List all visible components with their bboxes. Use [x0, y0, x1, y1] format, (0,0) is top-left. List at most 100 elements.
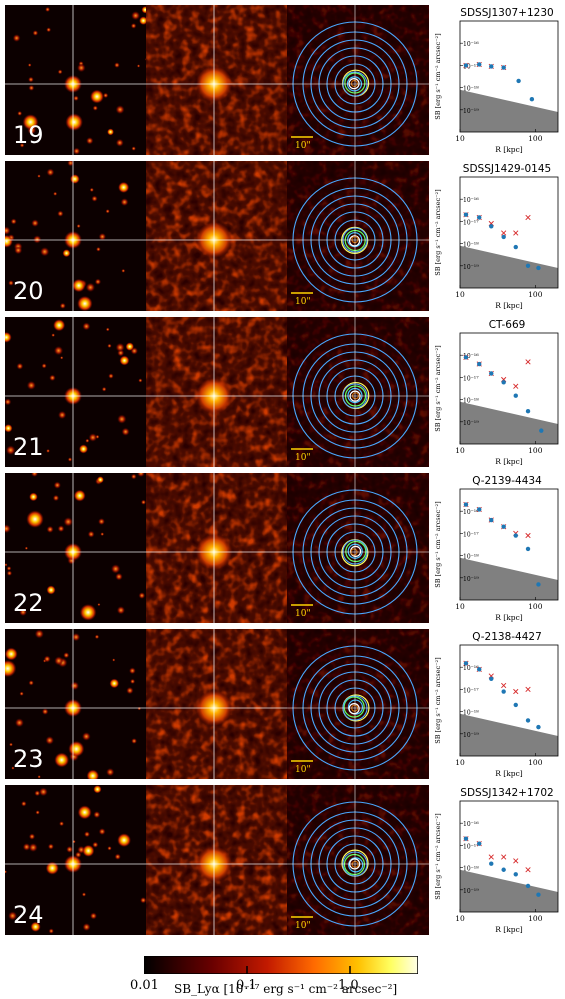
figure-row: 22 10" Q-2139-4434 10⁻¹⁶ 10⁻¹⁷ 10⁻¹⁸ 10⁻¹⁹ 10 10…	[0, 473, 565, 623]
sb-point-circle	[489, 64, 494, 69]
lya-map	[146, 161, 288, 311]
sb-point-circle	[536, 724, 541, 730]
sb-point-cross	[525, 532, 531, 539]
figure-row: 20 10" SDSSJ1429-0145 10⁻¹⁶ 10⁻¹⁷ 10⁻¹⁸ 10⁻¹⁹ 1…	[0, 161, 565, 311]
sb-profile-title: SDSSJ1307+1230	[460, 7, 553, 19]
sb-xlabel: R [kpc]	[495, 613, 523, 622]
sb-ylabel: SB [erg s⁻¹ cm⁻² arcsec⁻²]	[434, 33, 442, 119]
sb-ytick: 10⁻¹⁶	[463, 665, 479, 672]
sb-ytick: 10⁻¹⁹	[463, 108, 479, 115]
sb-ytick: 10⁻¹⁹	[463, 576, 479, 583]
colorbar-tick-0: 0.01	[130, 978, 159, 993]
sb-profile-canvas: SDSSJ1307+1230 10⁻¹⁶ 10⁻¹⁷ 10⁻¹⁸ 10⁻¹⁹ 10 100 R…	[434, 7, 559, 154]
sb-ytick: 10⁻¹⁷	[463, 687, 479, 694]
sb-point-circle	[513, 393, 518, 398]
sb-ytick: 10⁻¹⁷	[463, 63, 479, 70]
sb-ylabel: SB [erg s⁻¹ cm⁻² arcsec⁻²]	[434, 657, 442, 743]
annuli-map: 10"	[287, 317, 429, 467]
scale-bar-label: 10"	[295, 453, 311, 463]
lya-map	[146, 317, 288, 467]
sb-xlabel: R [kpc]	[495, 145, 523, 154]
scale-bar-label: 10"	[295, 141, 311, 151]
sb-point-circle	[513, 533, 518, 538]
sb-ytick: 10⁻¹⁷	[463, 219, 479, 226]
sb-ytick: 10⁻¹⁸	[463, 866, 479, 873]
sb-xtick: 100	[528, 134, 543, 143]
sb-xlabel: R [kpc]	[495, 457, 523, 466]
sb-profile-canvas: SDSSJ1342+1702 10⁻¹⁶ 10⁻¹⁷ 10⁻¹⁸ 10⁻¹⁹ 10 100 R…	[434, 787, 559, 934]
sb-ytick: 10⁻¹⁹	[463, 888, 479, 895]
noise-region	[460, 557, 558, 600]
sb-point-circle	[477, 361, 482, 367]
sb-profile-canvas: SDSSJ1429-0145 10⁻¹⁶ 10⁻¹⁷ 10⁻¹⁸ 10⁻¹⁹ 10 100 R…	[434, 163, 559, 310]
broadband-image-canvas	[5, 785, 147, 935]
sb-profile-title: Q-2138-4427	[472, 631, 542, 643]
sb-ytick: 10⁻¹⁶	[463, 353, 479, 360]
sb-ytick: 10⁻¹⁸	[463, 242, 479, 249]
object-number: 23	[13, 745, 44, 773]
colorbar-gradient	[144, 956, 418, 974]
sb-profile-title: CT-669	[489, 319, 526, 331]
sb-profile-title: SDSSJ1429-0145	[463, 163, 551, 175]
colorbar	[144, 956, 418, 974]
sb-ytick: 10⁻¹⁸	[463, 554, 479, 561]
lya-map	[146, 473, 288, 623]
annuli-map-canvas: 10"	[287, 317, 429, 467]
sb-xlabel: R [kpc]	[495, 769, 523, 778]
lya-map-canvas	[146, 629, 288, 779]
sb-profile-canvas: CT-669 10⁻¹⁶ 10⁻¹⁷ 10⁻¹⁸ 10⁻¹⁹ 10 100 R [kpc] SB…	[434, 319, 559, 466]
broadband-image: 24	[5, 785, 147, 935]
annuli-map-canvas: 10"	[287, 785, 429, 935]
sb-point-circle	[513, 702, 518, 708]
sb-point-circle	[463, 836, 469, 841]
sb-xlabel: R [kpc]	[495, 925, 523, 934]
broadband-image-canvas	[5, 5, 147, 155]
scale-bar-label: 10"	[295, 765, 311, 775]
sb-point-cross	[501, 682, 507, 689]
sb-point-circle	[525, 718, 531, 723]
sb-point-circle	[489, 676, 494, 682]
sb-ytick: 10⁻¹⁶	[463, 41, 479, 48]
object-number: 21	[13, 433, 44, 461]
sb-profile-plot: Q-2138-4427 10⁻¹⁶ 10⁻¹⁷ 10⁻¹⁸ 10⁻¹⁹ 10 100 R [k…	[432, 629, 565, 779]
annuli-map-canvas: 10"	[287, 161, 429, 311]
annuli-map: 10"	[287, 473, 429, 623]
figure-row: 24 10" SDSSJ1342+1702 10⁻¹⁶ 10⁻¹⁷ 10⁻¹⁸ 10⁻¹⁹ 1…	[0, 785, 565, 935]
sb-profile-plot: SDSSJ1342+1702 10⁻¹⁶ 10⁻¹⁷ 10⁻¹⁸ 10⁻¹⁹ 10 100 R…	[432, 785, 565, 935]
object-number: 22	[13, 589, 44, 617]
lya-map-canvas	[146, 317, 288, 467]
noise-region	[460, 89, 558, 132]
broadband-image: 23	[5, 629, 147, 779]
lya-map-canvas	[146, 5, 288, 155]
broadband-image: 21	[5, 317, 147, 467]
lya-map-canvas	[146, 473, 288, 623]
object-number: 20	[13, 277, 44, 305]
sb-profile-plot: Q-2139-4434 10⁻¹⁶ 10⁻¹⁷ 10⁻¹⁸ 10⁻¹⁹ 10 100 R [k…	[432, 473, 565, 623]
sb-profile-title: SDSSJ1342+1702	[460, 787, 553, 799]
sb-xtick: 100	[528, 290, 543, 299]
broadband-image-canvas	[5, 473, 147, 623]
sb-point-circle	[525, 883, 531, 889]
broadband-image: 19	[5, 5, 147, 155]
lya-map	[146, 5, 288, 155]
sb-point-cross	[513, 383, 519, 389]
noise-region	[460, 401, 558, 444]
broadband-image-canvas	[5, 161, 147, 311]
scale-bar-label: 10"	[295, 297, 311, 307]
sb-point-circle	[513, 872, 518, 877]
sb-ytick: 10⁻¹⁶	[463, 821, 479, 828]
broadband-image: 22	[5, 473, 147, 623]
sb-profile-canvas: Q-2138-4427 10⁻¹⁶ 10⁻¹⁷ 10⁻¹⁸ 10⁻¹⁹ 10 100 R [k…	[434, 631, 559, 778]
sb-point-circle	[463, 355, 469, 360]
sb-profile-title: Q-2139-4434	[472, 475, 542, 487]
sb-ytick: 10⁻¹⁹	[463, 420, 479, 427]
sb-point-circle	[513, 244, 518, 250]
sb-point-circle	[536, 582, 541, 587]
sb-xtick: 100	[528, 914, 543, 923]
figure-row: 21 10" CT-669 10⁻¹⁶ 10⁻¹⁷ 10⁻¹⁸ 10⁻¹⁹ 10 100 R [k…	[0, 317, 565, 467]
sb-point-cross	[501, 230, 507, 236]
annuli-map: 10"	[287, 785, 429, 935]
noise-region	[460, 713, 558, 756]
sb-profile-plot: SDSSJ1307+1230 10⁻¹⁶ 10⁻¹⁷ 10⁻¹⁸ 10⁻¹⁹ 10 100 R…	[432, 5, 565, 155]
sb-point-circle	[536, 265, 541, 271]
